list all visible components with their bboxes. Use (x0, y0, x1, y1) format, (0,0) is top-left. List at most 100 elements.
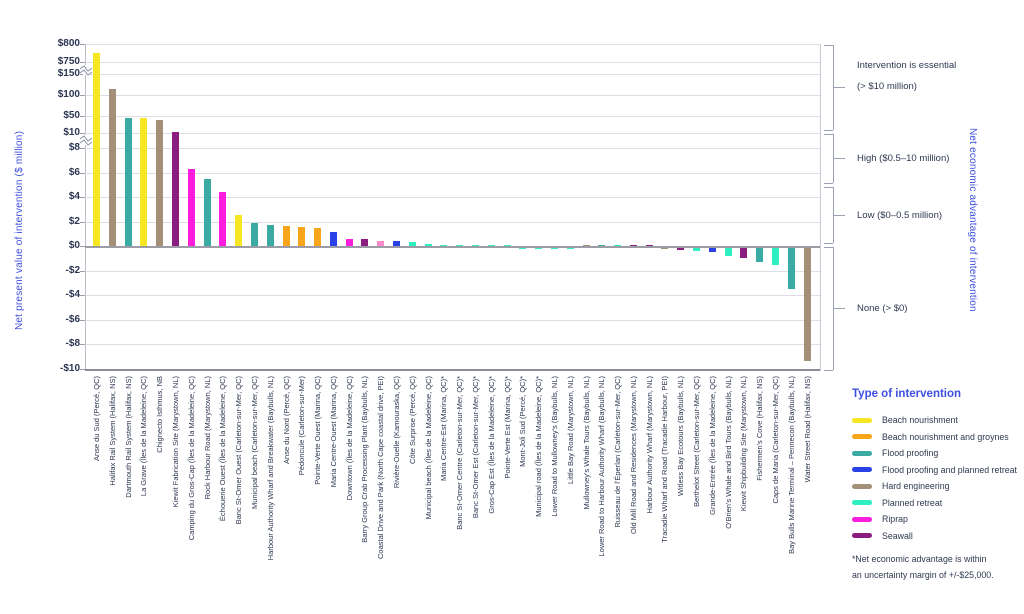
advantage-zone-label: Intervention is essential (> $10 million) (857, 60, 957, 92)
legend-swatch (852, 500, 872, 506)
y-tick-label: $10 (63, 127, 80, 138)
legend-swatch (852, 533, 872, 539)
axis-break-icon (79, 63, 93, 77)
x-axis-label: Downtown (Îles de la Madeleine, QC) (344, 376, 354, 501)
legend-swatch (852, 434, 872, 440)
y-tick-mark (80, 344, 85, 345)
y-tick-label: $100 (57, 89, 80, 101)
advantage-zone-label: None (> $0) (857, 303, 908, 314)
x-axis-label: Échouerie Ouest (Îles de la Madeleine, Q… (218, 376, 228, 522)
y-tick-label: $150 (57, 68, 80, 79)
x-axis-label: Harbour Authority Wharf and Breakwater (… (265, 376, 275, 561)
bar (345, 238, 353, 246)
legend-swatch (852, 467, 872, 473)
gridline (85, 62, 820, 63)
bracket-line (824, 45, 833, 46)
x-axis-label: Dartmouth Rail System (Halifax, NS) (123, 376, 133, 498)
bar (677, 248, 685, 251)
legend-label: Planned retreat (882, 497, 943, 508)
bar (550, 248, 558, 249)
x-axis-label: Old Mill Road and Residences (Marystown,… (628, 376, 638, 534)
gridline (85, 368, 820, 371)
x-axis-label: Halifax Rail System (Halifax, NS) (107, 376, 117, 486)
bracket-line (833, 308, 845, 309)
y-tick-label: $8 (68, 142, 80, 153)
bar (456, 244, 464, 246)
y-tick-mark (80, 95, 85, 97)
x-axis-label: Banc St-Omer Est (Carleton-sur-Mer, QC)* (471, 376, 480, 519)
x-axis-label: Municipal road (Îles de la Madeleine, QC… (534, 376, 544, 517)
advantage-zone-label: Low ($0–0.5 million) (857, 210, 943, 221)
y-tick-mark (80, 172, 85, 174)
footnote: *Net economic advantage is within an unc… (852, 552, 994, 583)
footnote-line-2: an uncertainty margin of +/-$25,000. (852, 569, 994, 580)
bar (187, 168, 195, 246)
bracket-line (824, 370, 833, 371)
legend-swatch (852, 483, 872, 489)
gridline (85, 221, 820, 223)
x-axis-label: Kiewit Shipbuilding Site (Marystown, NL) (739, 376, 749, 512)
bracket-line (833, 215, 845, 216)
y-tick-mark (80, 221, 85, 223)
x-axis-label: Anse du Sud (Percé, QC) (92, 376, 101, 462)
x-axis-label: Tracadie Wharf and Road (Tracadie Harbou… (660, 376, 670, 543)
x-axis-label: Maria Centre-Est (Marina, QC)* (439, 376, 449, 482)
x-axis-label: Rock Harbour Road (Marystown, NL) (202, 376, 212, 500)
plot-right-border (820, 44, 821, 371)
legend-swatch (852, 450, 872, 456)
legend-label: Flood proofing and planned retreat (882, 464, 1017, 475)
legend-item: Hard engineering (852, 478, 1022, 495)
gridline (85, 133, 820, 134)
bar (393, 241, 400, 246)
bar (645, 245, 653, 247)
gridline (85, 172, 820, 174)
bar (203, 178, 211, 246)
y-tick-mark (80, 368, 85, 370)
y-tick-label: -$10 (59, 362, 80, 374)
bar (266, 225, 274, 246)
y-tick-mark (80, 148, 85, 149)
x-axis-label: Coastal Drive and Park (North Cape coast… (376, 376, 386, 559)
bracket-line (824, 246, 833, 248)
x-axis-label: Pointe-Verte Est (Marina, QC)* (502, 376, 512, 479)
gridline (85, 246, 820, 248)
x-axis-label: Berthelot Street (Carleton-sur-Mer, QC) (692, 376, 701, 507)
x-axis-label: Anse du Nord (Percé, QC) (281, 376, 291, 464)
bar (519, 248, 527, 249)
gridline (85, 148, 820, 149)
bar (629, 245, 637, 247)
x-axis-label: Mullowney's Whale Tours (Baybulls, NL) (581, 376, 591, 510)
bar (93, 53, 100, 246)
bracket-line (824, 133, 833, 135)
gridline (85, 295, 820, 296)
bar (282, 226, 290, 246)
bar (298, 227, 306, 246)
legend-label: Seawall (882, 530, 913, 541)
y-tick-label: -$2 (65, 264, 80, 276)
legend-title: Type of intervention (852, 388, 962, 400)
y-tick-mark (80, 295, 85, 296)
legend-label: Beach nourishment and groynes (882, 431, 1009, 442)
y-tick-mark (80, 74, 85, 75)
x-axis-label: Caps de Maria (Carleton-sur-Mer, QC) (771, 376, 780, 504)
bar (598, 245, 606, 246)
y-tick-label: $2 (68, 215, 80, 227)
y-tick-mark (80, 246, 85, 247)
bar (503, 245, 511, 246)
bracket-line (833, 186, 834, 243)
x-axis-label: Bay Bulls Marine Terminal – Pennecon (Ba… (786, 376, 796, 554)
y-tick-mark (80, 197, 85, 198)
x-axis-label: Camping du Gros-Cap (Îles de la Madelein… (186, 376, 196, 541)
gridline (85, 197, 820, 198)
legend-item: Flood proofing (852, 445, 1022, 462)
y-tick-mark (80, 270, 85, 272)
bar (140, 118, 148, 247)
legend-swatch (852, 516, 872, 522)
gridline (85, 95, 820, 97)
y-tick-label: -$6 (65, 313, 80, 325)
x-axis-label: Chignecto Isthmus, NB (155, 376, 165, 453)
bar (377, 240, 385, 246)
x-axis-label: Mont-Joli Sud (Percé, QC)* (518, 376, 528, 467)
x-axis-label: Rivière-Ouelle (Kamouraska, QC) (392, 376, 401, 489)
x-axis-label: Lower Road to Harbour Authority Wharf (B… (597, 376, 607, 557)
